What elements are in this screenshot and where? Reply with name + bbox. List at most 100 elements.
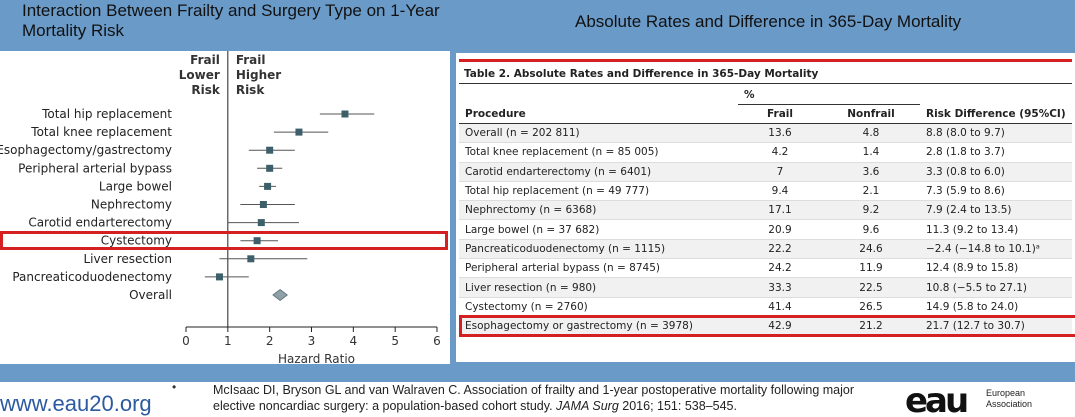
nonfrail-cell: 22.5 [822,277,920,298]
nonfrail-cell: 2.1 [822,181,920,202]
procedure-cell: Liver resection (n = 980) [459,277,738,298]
procedure-cell: Overall (n = 202 811) [459,123,738,144]
risk-difference-cell: 11.3 (9.2 to 13.4) [920,219,1072,240]
table-row: Carotid endarterectomy (n = 6401) 7 3.6 3.3… [459,162,1072,182]
bullet: • [172,380,177,394]
risk-difference-cell: 14.9 (5.8 to 24.0) [920,297,1072,317]
nonfrail-cell: 24.6 [822,239,920,260]
table-title: Table 2. Absolute Rates and Difference i… [464,68,819,80]
row-label: Overall [129,288,172,302]
header-left-label: Frail [190,53,220,67]
table-row: Pancreaticoduodenectomy (n = 1115) 22.2 24… [459,239,1072,260]
risk-difference-cell: 10.8 (−5.5 to 27.1) [920,277,1072,298]
mortality-table: % Procedure Frail Nonfrail Risk Differen… [459,86,1072,337]
frail-cell: 7 [738,162,822,182]
procedure-cell: Peripheral arterial bypass (n = 8745) [459,258,738,279]
risk-difference-cell: 12.4 (8.9 to 15.8) [920,258,1072,279]
risk-difference-cell: 21.7 (12.7 to 30.7) [920,316,1072,337]
right-title: Absolute Rates and Difference in 365-Day… [575,12,962,31]
point-estimate [266,164,274,172]
row-label: Carotid endarterectomy [28,216,172,230]
x-axis-label: Hazard Ratio [278,352,355,364]
left-title: Interaction Between Frailty and Surgery … [22,1,440,40]
table-row: Liver resection (n = 980) 33.3 22.5 10.8 (−… [459,277,1072,298]
nonfrail-cell: 26.5 [822,297,920,317]
procedure-cell: Nephrectomy (n = 6368) [459,200,738,221]
frail-cell: 17.1 [738,200,822,221]
frail-cell: 13.6 [738,123,822,144]
procedure-cell: Total hip replacement (n = 49 777) [459,181,738,202]
x-tick-label: 6 [433,334,441,348]
header-right-label: Frail [236,53,266,67]
logo-text-line-1: European [986,388,1026,398]
cystectomy-highlight-box-plot [0,231,448,250]
nonfrail-cell: 3.6 [822,162,920,182]
table-row: Total knee replacement (n = 85 005) 4.2 1.… [459,142,1072,163]
column-header-nonfrail: Nonfrail [822,104,920,124]
point-estimate [215,273,223,281]
risk-difference-cell: −2.4 (−14.8 to 10.1)ᵃ [920,239,1072,260]
header-left-label: Lower [179,68,220,82]
frail-cell: 24.2 [738,258,822,279]
frail-cell: 33.3 [738,277,822,298]
risk-difference-cell: 8.8 (8.0 to 9.7) [920,123,1072,144]
frail-cell: 41.4 [738,297,822,317]
header-spacer [459,86,738,105]
row-label: Total knee replacement [30,125,172,139]
row-label: Peripheral arterial bypass [18,161,172,175]
row-label: Liver resection [83,252,172,266]
point-estimate [295,128,303,136]
nonfrail-cell: 9.2 [822,200,920,221]
table-panel: Table 2. Absolute Rates and Difference i… [456,53,1075,362]
x-tick-label: 2 [266,334,274,348]
conference-url[interactable]: www.eau20.org [0,391,152,416]
x-tick-label: 4 [350,334,358,348]
citation-journal: JAMA Surg [556,399,619,413]
percent-group-header: % [738,86,920,105]
table-top-rule [459,59,1072,62]
eau-logo: eau [905,384,970,414]
procedure-cell: Carotid endarterectomy (n = 6401) [459,162,738,182]
procedure-cell: Pancreaticoduodenectomy (n = 1115) [459,239,738,260]
table-row: Overall (n = 202 811) 13.6 4.8 8.8 (8.0 to … [459,123,1072,144]
point-estimate [266,146,274,154]
nonfrail-cell: 4.8 [822,123,920,144]
row-label: Cystectomy [101,234,172,248]
risk-difference-cell: 3.3 (0.8 to 6.0) [920,162,1072,182]
eau-logo-text: European Association [986,388,1032,410]
table-title-rule [459,83,1072,84]
procedure-cell: Esophagectomy or gastrectomy (n = 3978) [459,316,738,337]
table-row: Large bowel (n = 37 682) 20.9 9.6 11.3 (9.2… [459,219,1072,240]
point-estimate [341,110,349,118]
summary-diamond [272,288,288,302]
frail-cell: 20.9 [738,219,822,240]
point-estimate [264,182,272,190]
cystectomy-highlight-box-table [459,315,1075,337]
row-label: Total hip replacement [41,107,172,121]
table-row: Cystectomy (n = 2760) 41.4 26.5 14.9 (5.8 t… [459,297,1072,317]
x-tick-label: 0 [182,334,190,348]
table-row: Nephrectomy (n = 6368) 17.1 9.2 7.9 (2.4 to… [459,200,1072,221]
risk-difference-cell: 7.3 (5.9 to 8.6) [920,181,1072,202]
table-row: Total hip replacement (n = 49 777) 9.4 2.1… [459,181,1072,202]
row-label: Nephrectomy [91,198,172,212]
point-estimate [259,201,267,208]
row-label: Pancreaticoduodenectomy [12,270,172,284]
x-tick-label: 1 [224,334,232,348]
header-right-label: Risk [236,83,265,97]
logo-text-line-2: Association [986,399,1033,409]
header-left-label: Risk [191,83,220,97]
header-spacer [920,86,1072,105]
forest-plot-panel: Frail Lower Risk Frail Higher Risk 0 1 2 3 4 5 6 Haza… [0,51,450,366]
point-estimate [253,237,261,245]
nonfrail-cell: 11.9 [822,258,920,279]
point-estimate [247,255,255,263]
header-right-label: Higher [236,68,281,82]
column-header-frail: Frail [738,104,822,124]
table-row: Esophagectomy or gastrectomy (n = 3978) 4… [459,316,1072,337]
x-tick-label: 3 [308,334,316,348]
procedure-cell: Large bowel (n = 37 682) [459,219,738,240]
row-label: Esophagectomy/gastrectomy [0,143,172,157]
point-estimate [257,219,265,227]
